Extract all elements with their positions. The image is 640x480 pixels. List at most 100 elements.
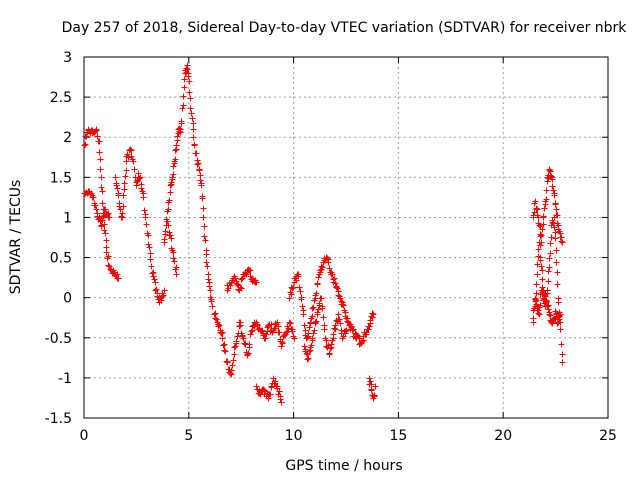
data-point (203, 259, 210, 266)
data-point (121, 186, 128, 193)
data-point (161, 236, 168, 243)
data-point (319, 305, 326, 312)
data-point (137, 174, 144, 181)
data-point (547, 240, 554, 247)
data-point (276, 329, 283, 336)
series-sat-track-m (530, 214, 566, 366)
data-point (186, 89, 193, 96)
data-point (265, 395, 272, 402)
data-point (535, 246, 542, 253)
series-sat-track-g (224, 266, 260, 294)
data-point (165, 206, 172, 213)
data-point (554, 320, 561, 327)
data-point (318, 295, 325, 302)
data-point (534, 206, 541, 213)
data-point (212, 315, 219, 322)
data-point (152, 279, 159, 286)
x-tick-label: 0 (80, 428, 89, 444)
data-point (539, 226, 546, 233)
data-point (253, 279, 260, 286)
data-point (319, 264, 326, 271)
data-point (191, 142, 198, 149)
data-point (135, 170, 142, 177)
data-point (181, 76, 188, 83)
data-point (98, 223, 105, 230)
data-point (324, 255, 331, 262)
data-point (237, 284, 244, 291)
data-point (552, 229, 559, 236)
data-point (304, 334, 311, 341)
data-point (337, 320, 344, 327)
data-point (227, 370, 234, 377)
x-tick-label: 20 (494, 428, 512, 444)
data-point (220, 342, 227, 349)
data-point (166, 197, 173, 204)
data-point (207, 287, 214, 294)
data-point (213, 316, 220, 323)
data-point (169, 174, 176, 181)
data-point (173, 264, 180, 271)
data-point (300, 311, 307, 318)
data-point (367, 378, 374, 385)
data-point (369, 310, 376, 317)
data-point (128, 147, 135, 154)
data-point (247, 331, 254, 338)
data-point (545, 268, 552, 275)
data-point (125, 154, 132, 161)
data-point (140, 194, 147, 201)
data-point (232, 343, 239, 350)
data-point (120, 203, 127, 210)
data-point (193, 150, 200, 157)
data-point (559, 351, 566, 358)
data-point (159, 293, 166, 300)
data-point (173, 271, 180, 278)
data-point (538, 263, 545, 270)
data-point (330, 331, 337, 338)
data-point (545, 278, 552, 285)
data-point (279, 340, 286, 347)
data-point (331, 325, 338, 332)
data-point (558, 238, 565, 245)
data-point (246, 341, 253, 348)
data-point (190, 134, 197, 141)
data-point (301, 343, 308, 350)
data-point (150, 273, 157, 280)
data-point (267, 391, 274, 398)
data-point (107, 266, 114, 273)
data-point (274, 319, 281, 326)
data-point (359, 338, 366, 345)
data-point (554, 269, 561, 276)
data-point (310, 304, 317, 311)
y-tick-label: 2 (63, 130, 72, 146)
data-point (344, 318, 351, 325)
data-points (81, 62, 566, 406)
data-point (99, 188, 106, 195)
data-point (549, 183, 556, 190)
data-point (222, 348, 229, 355)
x-tick-label: 10 (285, 428, 303, 444)
data-point (350, 326, 357, 333)
data-point (149, 270, 156, 277)
axis-ticks: 0 5 10 15 20 25 -1.5 -1 -0.5 0 0.5 1 1.5 2 2.5 3 (45, 50, 617, 444)
data-point (120, 192, 127, 199)
data-point (532, 296, 539, 303)
data-point (112, 174, 119, 181)
data-point (553, 259, 560, 266)
data-point (113, 182, 120, 189)
data-point (253, 383, 260, 390)
data-point (121, 180, 128, 187)
data-point (543, 196, 550, 203)
y-tick-label: 3 (63, 50, 72, 66)
data-point (122, 173, 129, 180)
data-point (534, 261, 541, 268)
series-sat-track-e (165, 222, 180, 278)
data-point (323, 337, 330, 344)
data-point (553, 206, 560, 213)
data-point (97, 156, 104, 163)
series-sat-track-h (253, 375, 285, 406)
data-point (530, 315, 537, 322)
y-tick-label: 1.5 (50, 170, 72, 186)
data-point (537, 233, 544, 240)
data-point (550, 220, 557, 227)
data-point (337, 295, 344, 302)
